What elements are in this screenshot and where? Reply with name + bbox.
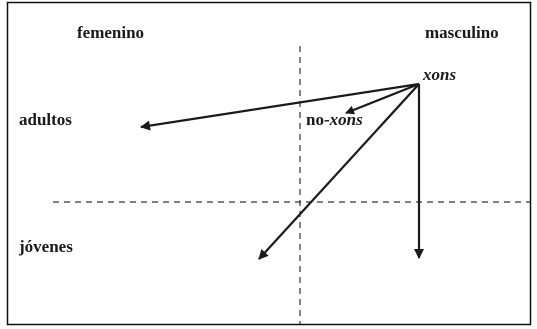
label-masculino: masculino bbox=[425, 23, 499, 42]
label-no-xons: no-xons bbox=[306, 110, 363, 129]
arrow-to-adultos bbox=[140, 82, 420, 131]
label-xons: xons bbox=[422, 65, 456, 84]
label-no-prefix: no- bbox=[306, 110, 330, 129]
label-jovenes: jóvenes bbox=[18, 237, 73, 256]
arrow-to-jovenes-femenino bbox=[258, 83, 420, 260]
label-no-xons-word: xons bbox=[329, 110, 363, 129]
arrow-to-no-xons bbox=[345, 82, 420, 115]
diagram-frame bbox=[6, 1, 532, 326]
label-adultos: adultos bbox=[19, 110, 72, 129]
label-femenino: femenino bbox=[77, 23, 144, 42]
